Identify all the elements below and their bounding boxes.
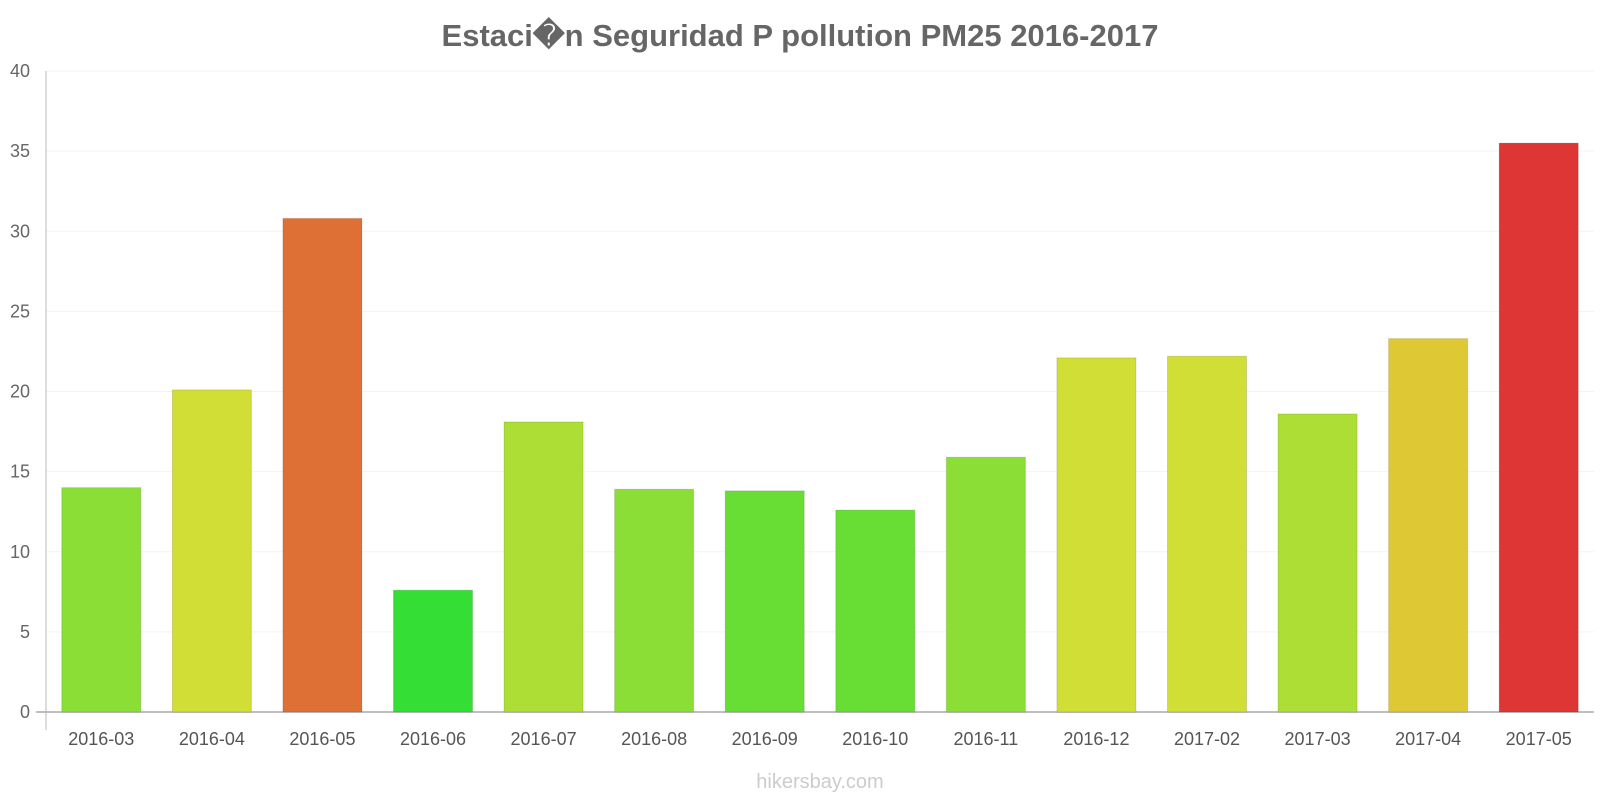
bar-2016-03: [61, 487, 142, 713]
bar-2016-12: [1056, 357, 1137, 713]
bar-2016-11: [945, 456, 1026, 713]
bar-2016-10: [835, 509, 916, 713]
x-tick-label-2016-03: 2016-03: [68, 729, 134, 749]
y-tick-label-40: 40: [10, 61, 30, 81]
x-tick-label-2016-12: 2016-12: [1063, 729, 1129, 749]
x-tick-label-2016-07: 2016-07: [511, 729, 577, 749]
y-tick-label-15: 15: [10, 462, 30, 482]
bar-2017-04: [1388, 338, 1469, 713]
y-tick-label-5: 5: [20, 622, 30, 642]
y-tick-label-10: 10: [10, 542, 30, 562]
bar-2017-02: [1166, 355, 1248, 713]
bar-2016-06: [392, 589, 474, 713]
x-tick-label-2016-08: 2016-08: [621, 729, 687, 749]
bar-2016-04: [171, 389, 252, 713]
bar-2016-05: [282, 217, 363, 713]
x-tick-label-2016-10: 2016-10: [842, 729, 908, 749]
y-tick-label-0: 0: [20, 702, 30, 722]
bar-2017-03: [1277, 413, 1358, 713]
grid-lines: [46, 70, 1594, 633]
x-tick-label-2016-06: 2016-06: [400, 729, 466, 749]
bar-2016-09: [724, 490, 805, 713]
x-tick-label-2017-02: 2017-02: [1174, 729, 1240, 749]
x-tick-label-2017-04: 2017-04: [1395, 729, 1461, 749]
bar-2016-07: [503, 421, 584, 713]
watermark-text: hikersbay.com: [756, 771, 883, 793]
x-tick-label-2016-05: 2016-05: [289, 729, 355, 749]
axes: [36, 71, 1594, 730]
y-tick-label-30: 30: [10, 221, 30, 241]
chart-title: Estaci�n Seguridad P pollution PM25 2016…: [442, 16, 1159, 53]
x-tick-label-2017-05: 2017-05: [1506, 729, 1572, 749]
y-tick-label-35: 35: [10, 141, 30, 161]
y-tick-label-25: 25: [10, 301, 30, 321]
x-tick-label-2016-09: 2016-09: [732, 729, 798, 749]
bar-2016-08: [614, 488, 695, 713]
y-tick-label-20: 20: [10, 382, 30, 402]
x-tick-label-2016-04: 2016-04: [179, 729, 245, 749]
bar-2017-05: [1498, 142, 1579, 713]
y-axis-tick-labels: 0 5 10 15 20 25 30 35 40: [10, 61, 30, 722]
x-tick-label-2016-11: 2016-11: [953, 729, 1018, 749]
x-tick-label-2017-03: 2017-03: [1285, 729, 1351, 749]
bars: [61, 142, 1579, 713]
x-axis-tick-labels: 2016-03 2016-04 2016-05 2016-06 2016-07 2016-…: [68, 729, 1571, 749]
